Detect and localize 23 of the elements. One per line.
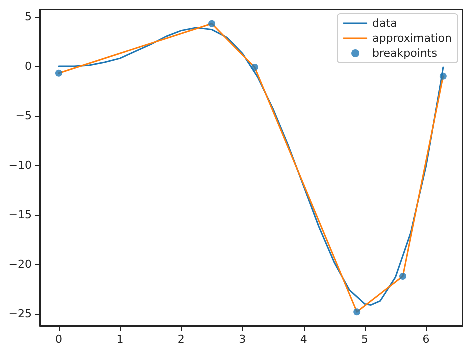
point [208, 20, 216, 28]
point [251, 64, 258, 71]
y-tick-label: −15 [8, 208, 32, 222]
x-tick-label: 1 [116, 333, 124, 346]
y-tick-label: −25 [8, 308, 32, 321]
x-tick-label: 0 [55, 333, 62, 346]
point [440, 72, 447, 80]
x-tick-label: 3 [239, 333, 246, 346]
y-tick-label: −5 [16, 109, 32, 122]
legend-label: breakpoints [372, 47, 438, 60]
y-tick-label: −10 [8, 159, 32, 172]
y-tick-label: 0 [25, 60, 32, 73]
x-tick-label: 6 [422, 333, 430, 346]
y-tick-label: −20 [8, 258, 32, 272]
point [55, 70, 62, 77]
y-tick-label: 5 [25, 10, 32, 24]
x-tick-label: 2 [178, 333, 185, 346]
x-tick-label: 5 [362, 333, 369, 346]
point [354, 308, 361, 316]
legend-label: approximation [372, 32, 452, 45]
legend-label: data [372, 17, 398, 30]
point [400, 272, 407, 280]
x-tick-label: 4 [300, 333, 308, 346]
